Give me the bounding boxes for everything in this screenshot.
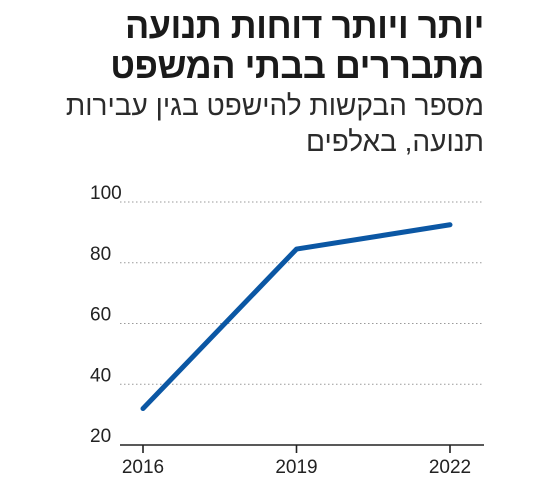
y-tick-label: 60 bbox=[90, 305, 111, 326]
series-line bbox=[140, 222, 453, 412]
y-tick-label: 80 bbox=[90, 244, 111, 265]
x-tick-label: 2019 bbox=[275, 457, 317, 478]
x-tick-label: 2022 bbox=[429, 457, 471, 478]
chart-title: יותר ויותר דוחות תנועה מתבררים בבתי המשפ… bbox=[110, 5, 484, 86]
y-tick-label: 100 bbox=[90, 183, 122, 204]
chart-subtitle: מספר הבקשות להישפט בגין עבירות תנועה, בא… bbox=[65, 90, 484, 157]
y-tick-label: 40 bbox=[90, 365, 111, 386]
x-tick-label: 2016 bbox=[122, 457, 164, 478]
y-tick-label: 20 bbox=[90, 426, 111, 447]
